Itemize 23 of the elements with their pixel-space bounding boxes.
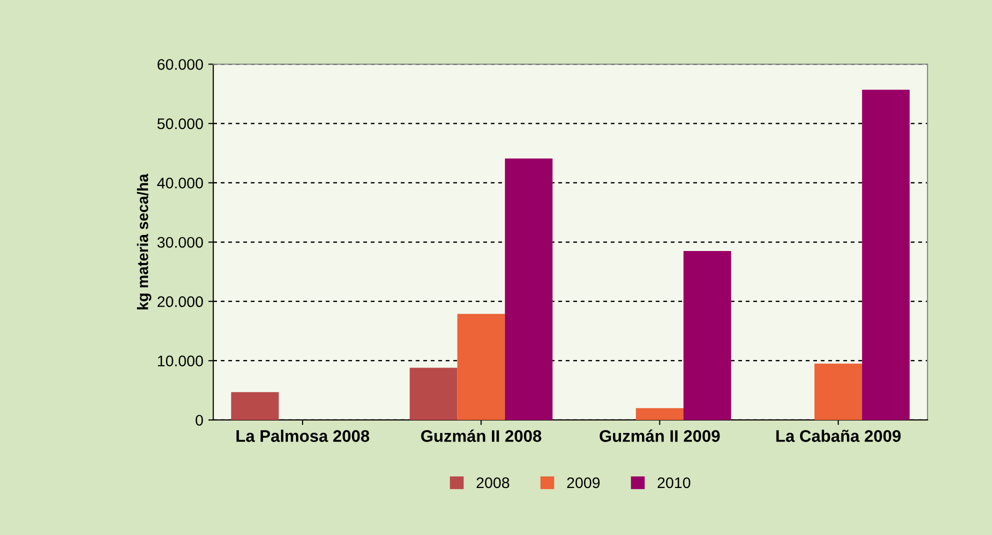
x-tick-label: La Cabaña 2009 (776, 430, 901, 442)
y-axis-title: kg materia seca/ha (136, 174, 152, 310)
y-tick-label: 10.000 (158, 356, 203, 366)
legend-label: 2009 (567, 477, 600, 488)
bar (862, 90, 910, 420)
bar (683, 250, 732, 420)
legend-label: 2010 (658, 477, 690, 488)
x-tick-label: La Palmosa 2008 (236, 430, 370, 442)
bar (231, 392, 279, 420)
y-tick-label: 50.000 (157, 118, 203, 130)
legend-label: 2008 (476, 477, 510, 488)
bar (504, 158, 553, 420)
y-tick-label: 60.000 (158, 59, 203, 70)
y-tick-label: 30.000 (157, 236, 203, 248)
bar (410, 368, 458, 420)
bar (457, 314, 505, 420)
y-tick-label: 0 (196, 414, 203, 426)
bar (636, 408, 684, 420)
y-tick-label: 40.000 (157, 178, 203, 188)
x-tick-label: Guzmán II 2008 (421, 430, 542, 442)
y-tick-label: 20.000 (158, 296, 203, 308)
bar (814, 364, 862, 420)
x-tick-label: Guzmán II 2009 (600, 430, 720, 442)
